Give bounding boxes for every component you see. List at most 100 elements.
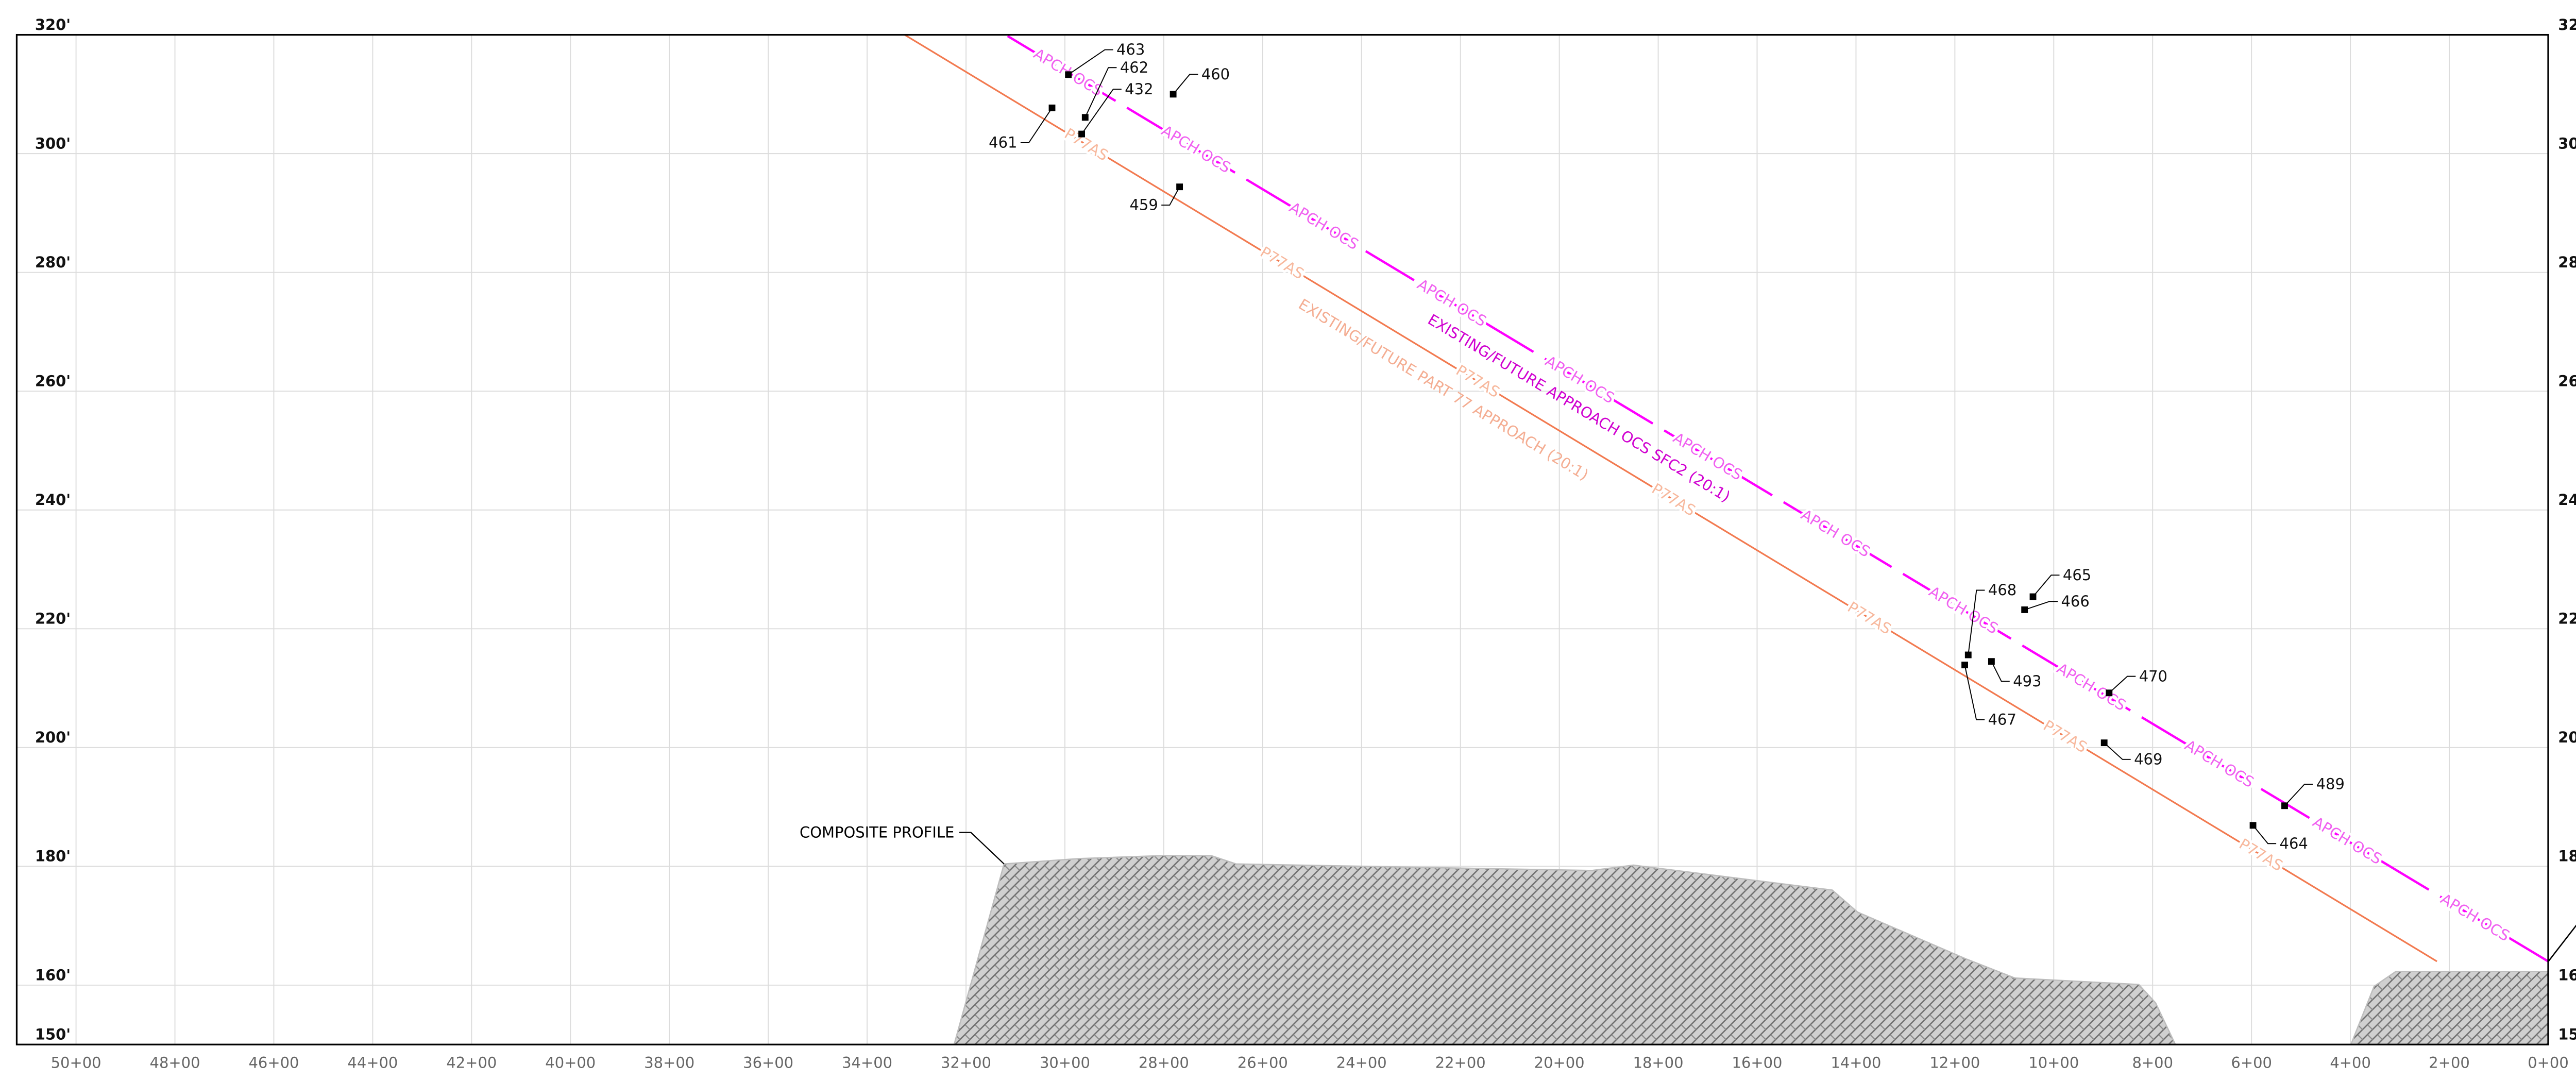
surfaces: APCH OCS APCH OCS APCH OCS APCH OCS APCH OCS… xyxy=(904,33,2549,962)
ground-profile xyxy=(953,855,2177,1045)
surface-tag: P77AS xyxy=(2040,717,2090,756)
y-tick-label: 280' xyxy=(2558,254,2576,271)
x-tick-label: 8+00 xyxy=(2132,1054,2173,1071)
x-tick-label: 12+00 xyxy=(1929,1054,1980,1071)
obstruction-point xyxy=(2029,593,2037,600)
obstruction-point xyxy=(1961,662,1969,669)
x-tick-label: 18+00 xyxy=(1633,1054,1684,1071)
surface-tag: P77AS xyxy=(2236,835,2286,874)
obstruction-leader xyxy=(1968,589,1985,655)
x-tick-label: 32+00 xyxy=(941,1054,991,1071)
obstruction-point xyxy=(1170,91,1177,98)
y-tick-label: 150' xyxy=(2558,1026,2576,1043)
obstruction-point xyxy=(2100,739,2108,747)
y-tick-label: 150' xyxy=(35,1026,71,1043)
surface-tag: P77AS xyxy=(1257,243,1307,283)
surface-tag: APCH OCS xyxy=(1286,198,1362,253)
x-tick-label: 34+00 xyxy=(842,1054,892,1071)
obstruction-point xyxy=(1081,114,1089,121)
obstruction-leader xyxy=(2104,742,2131,760)
x-tick-label: 28+00 xyxy=(1139,1054,1189,1071)
x-tick-label: 24+00 xyxy=(1336,1054,1387,1071)
obstruction-point xyxy=(1964,651,1972,658)
y-tick-label: 180' xyxy=(2558,848,2576,865)
x-tick-label: 16+00 xyxy=(1732,1054,1783,1071)
y-tick-label: 220' xyxy=(2558,610,2576,628)
obstruction-label: 466 xyxy=(2061,593,2089,610)
axes: 320' 320' 300' 300' 280' 280' 260' 260' 240' 240'… xyxy=(15,16,2576,1071)
y-tick-label: 200' xyxy=(2558,729,2576,746)
y-tick-label: 240' xyxy=(2558,491,2576,509)
obstruction-label: 432 xyxy=(1125,80,1153,98)
x-tick-label: 50+00 xyxy=(51,1054,101,1071)
x-tick-label: 20+00 xyxy=(1534,1054,1585,1071)
obstruction-point xyxy=(2021,606,2028,613)
obstruction-point xyxy=(1065,71,1072,78)
obstruction-label: 465 xyxy=(2063,566,2091,584)
surface-tag: APCH OCS xyxy=(2054,660,2129,714)
y-tick-label: 320' xyxy=(35,16,71,33)
profile-leader xyxy=(959,832,1005,865)
y-tick-label: 300' xyxy=(2558,134,2576,152)
obstruction-label: 467 xyxy=(1988,711,2016,728)
y-tick-label: 160' xyxy=(35,966,71,984)
edge-line xyxy=(2547,924,2576,962)
x-tick-label: 4+00 xyxy=(2330,1054,2371,1071)
x-tick-label: 10+00 xyxy=(2028,1054,2079,1071)
x-tick-label: 14+00 xyxy=(1831,1054,1881,1071)
obstruction-leader xyxy=(1084,67,1117,118)
obstruction-point xyxy=(2249,822,2257,829)
x-tick-label: 42+00 xyxy=(446,1054,497,1071)
obstruction-leader xyxy=(1161,187,1180,206)
surface-tag: APCH OCS xyxy=(1798,506,1873,561)
obstruction-label: 463 xyxy=(1116,41,1145,58)
obstruction-point xyxy=(2281,802,2288,809)
surface-tag: APCH OCS xyxy=(2310,813,2385,868)
x-tick-label: 0+00 xyxy=(2528,1054,2569,1071)
surface-line xyxy=(904,34,2437,962)
x-tick-label: 46+00 xyxy=(248,1054,299,1071)
x-tick-label: 26+00 xyxy=(1238,1054,1288,1071)
x-tick-label: 6+00 xyxy=(2231,1054,2272,1071)
x-tick-label: 38+00 xyxy=(644,1054,694,1071)
ground: COMPOSITE PROFILE xyxy=(800,823,2549,1045)
obstruction-label: 461 xyxy=(989,134,1017,151)
y-tick-label: 320' xyxy=(2558,16,2576,33)
y-tick-label: 160' xyxy=(2558,966,2576,984)
x-tick-label: 48+00 xyxy=(150,1054,200,1071)
obstruction-point xyxy=(1988,658,1995,665)
obstruction-label: 489 xyxy=(2316,775,2345,793)
obstruction-leader xyxy=(1020,107,1053,143)
surface-tag: APCH OCS xyxy=(1159,122,1234,176)
obstruction-label: 469 xyxy=(2134,750,2162,768)
surface-tag: P77AS xyxy=(1061,125,1111,164)
y-tick-label: 220' xyxy=(35,610,71,628)
obstruction-point xyxy=(1176,183,1183,191)
plot-frame xyxy=(15,33,2549,1045)
x-tick-label: 36+00 xyxy=(743,1054,793,1071)
obstruction-leader xyxy=(2032,575,2060,597)
obstruction-leader xyxy=(1991,661,2010,682)
obstruction-label: 470 xyxy=(2139,667,2167,685)
obstruction-point xyxy=(2106,689,2113,697)
x-tick-label: 30+00 xyxy=(1040,1054,1090,1071)
obstruction-point xyxy=(1048,104,1056,111)
obstruction-label: 460 xyxy=(1201,65,1230,83)
obstruction-label: 459 xyxy=(1130,196,1158,214)
y-tick-label: 240' xyxy=(35,491,71,509)
y-tick-label: 200' xyxy=(35,729,71,746)
x-tick-label: 44+00 xyxy=(347,1054,398,1071)
y-tick-label: 260' xyxy=(2558,373,2576,390)
obstruction-leader xyxy=(1173,74,1198,95)
obstruction-point xyxy=(1078,130,1086,138)
y-tick-label: 260' xyxy=(35,373,71,390)
x-tick-label: 2+00 xyxy=(2429,1054,2470,1071)
surface-tag: P77AS xyxy=(1844,598,1894,638)
obstruction-label: 493 xyxy=(2013,672,2041,690)
obstruction-label: 464 xyxy=(2280,835,2308,852)
obstruction-leader xyxy=(2109,675,2136,694)
surface-tag: APCH OCS xyxy=(2182,736,2257,791)
obstruction-leader xyxy=(1068,49,1113,75)
